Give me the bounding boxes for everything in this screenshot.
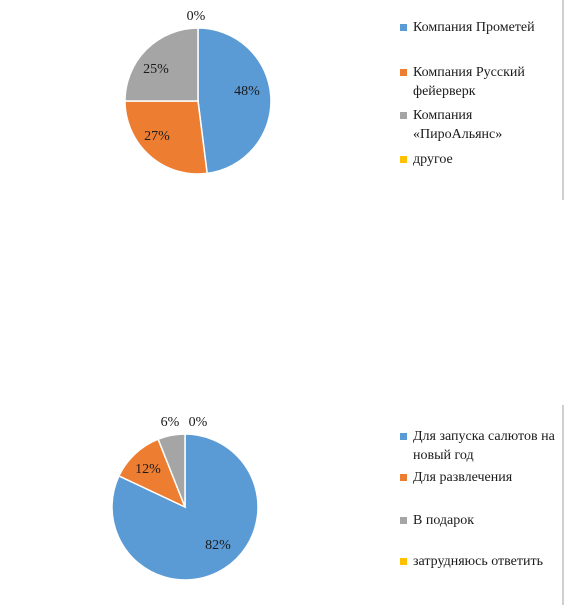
legend-swatch — [400, 156, 407, 163]
legend-label: Компания Прометей — [413, 20, 535, 35]
legend-swatch — [400, 517, 407, 524]
legend-item-hard-to-answer: затрудняюсь ответить — [398, 552, 563, 571]
legend-swatch — [400, 558, 407, 565]
pie-data-label-prometey: 48% — [234, 84, 260, 99]
legend-item-gift: В подарок — [398, 511, 563, 530]
pie-data-label-entertainment: 12% — [135, 462, 161, 477]
pie-slice-gift — [157, 433, 186, 508]
chart-frame-edge — [562, 405, 564, 605]
legend-swatch — [400, 69, 407, 76]
pie-chart-companies: 48% 27% 25% 0% Компания Прометей Компания Р… — [0, 0, 566, 210]
legend-label: затрудняюсь ответить — [413, 554, 544, 569]
legend-label: Для развлечения — [413, 470, 513, 485]
legend-swatch — [400, 474, 407, 481]
legend-label: В подарок — [413, 513, 475, 528]
legend-label: Для запуска салютов на новый год — [413, 429, 555, 463]
pie-data-label-gift: 6% — [161, 415, 180, 430]
pie-data-label-drugoe: 0% — [187, 9, 206, 24]
legend-item-new-year: Для запуска салютов на новый год — [398, 427, 563, 465]
chart-frame-edge — [562, 0, 564, 200]
legend-swatch — [400, 433, 407, 440]
legend-item-piroalyans: Компания «ПироАльянс» — [398, 106, 563, 144]
legend-item-prometey: Компания Прометей — [398, 18, 563, 37]
legend-item-drugoe: другое — [398, 150, 563, 169]
legend-swatch — [400, 112, 407, 119]
pie-chart-companies-plot: 48% 27% 25% 0% — [124, 9, 272, 175]
pie-slice-russkiy-feyerverk — [124, 100, 208, 175]
pie-data-label-russkiy-feyerverk: 27% — [144, 129, 170, 144]
legend-swatch — [400, 24, 407, 31]
legend-label: Компания Русский фейерверк — [413, 65, 525, 99]
pie-slice-prometey — [197, 27, 272, 175]
pie-data-label-piroalyans: 25% — [143, 62, 169, 77]
legend-item-entertainment: Для развлечения — [398, 468, 563, 487]
pie-data-label-new-year: 82% — [205, 538, 231, 553]
legend-label: другое — [413, 152, 453, 167]
pie-chart-purposes: 82% 12% 6% 0% Для запуска салютов на новый … — [0, 400, 566, 608]
pie-chart-purposes-plot: 82% 12% 6% 0% — [111, 415, 259, 581]
pie-slice-piroalyans — [124, 27, 199, 102]
legend-label: Компания «ПироАльянс» — [413, 108, 503, 142]
pie-data-label-hard-to-answer: 0% — [189, 415, 208, 430]
legend-item-russkiy-feyerverk: Компания Русский фейерверк — [398, 63, 563, 101]
